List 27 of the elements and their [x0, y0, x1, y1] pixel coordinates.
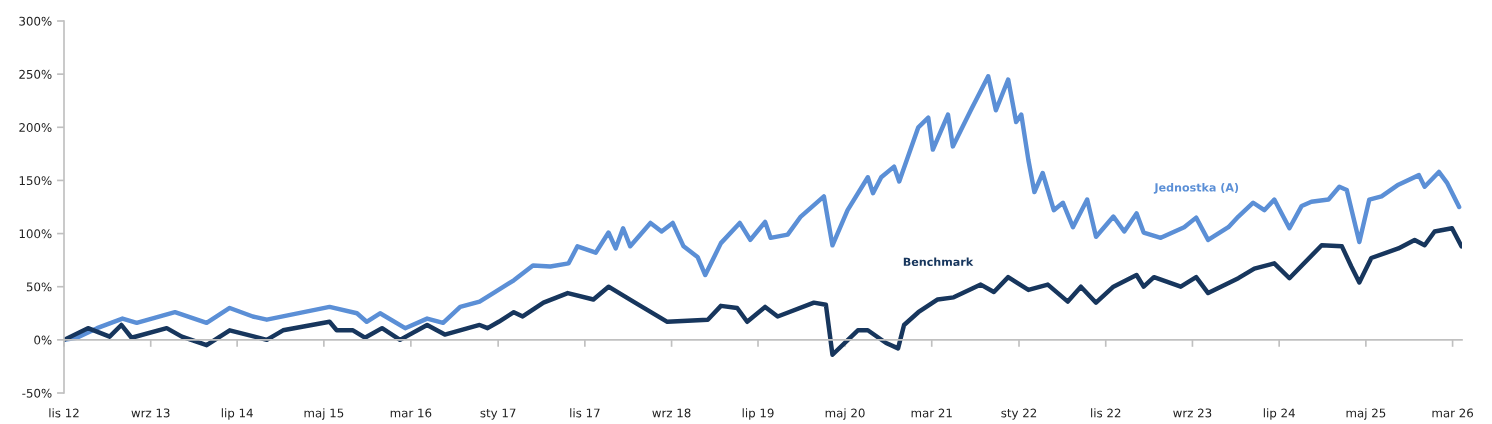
series-label: Jednostka (A)	[1153, 183, 1239, 194]
x-tick-label: lis 12	[49, 408, 79, 418]
y-tick-label: 50%	[26, 282, 52, 292]
x-tick-label: lip 19	[742, 408, 774, 420]
x-tick-label: sty 17	[480, 408, 516, 420]
x-tick-label: mar 16	[390, 408, 432, 418]
y-tick-label: 200%	[19, 123, 52, 132]
x-tick-label: lis 17	[570, 408, 600, 418]
y-tick-label: -50%	[22, 388, 52, 398]
x-tick-label: mar 26	[1432, 408, 1474, 418]
x-tick-label: lip 14	[221, 408, 253, 420]
x-tick-label: mar 21	[911, 408, 952, 418]
x-tick-label: lis 22	[1091, 408, 1121, 418]
y-tick-label: 0%	[34, 335, 52, 345]
series-label: Benchmark	[903, 257, 974, 267]
x-tick-label: maj 20	[825, 408, 865, 420]
x-tick-label: lip 24	[1263, 408, 1295, 420]
y-tick-label: 300%	[19, 16, 52, 26]
y-tick-label: 150%	[19, 176, 52, 186]
x-tick-label: wrz 13	[131, 408, 170, 418]
x-tick-label: wrz 23	[1173, 408, 1212, 418]
x-tick-label: maj 15	[304, 408, 344, 420]
y-tick-label: 100%	[19, 229, 52, 239]
y-tick-label: 250%	[19, 69, 52, 79]
x-tick-label: sty 22	[1001, 408, 1037, 420]
x-tick-label: maj 25	[1346, 408, 1386, 420]
x-tick-label: wrz 18	[652, 408, 691, 418]
